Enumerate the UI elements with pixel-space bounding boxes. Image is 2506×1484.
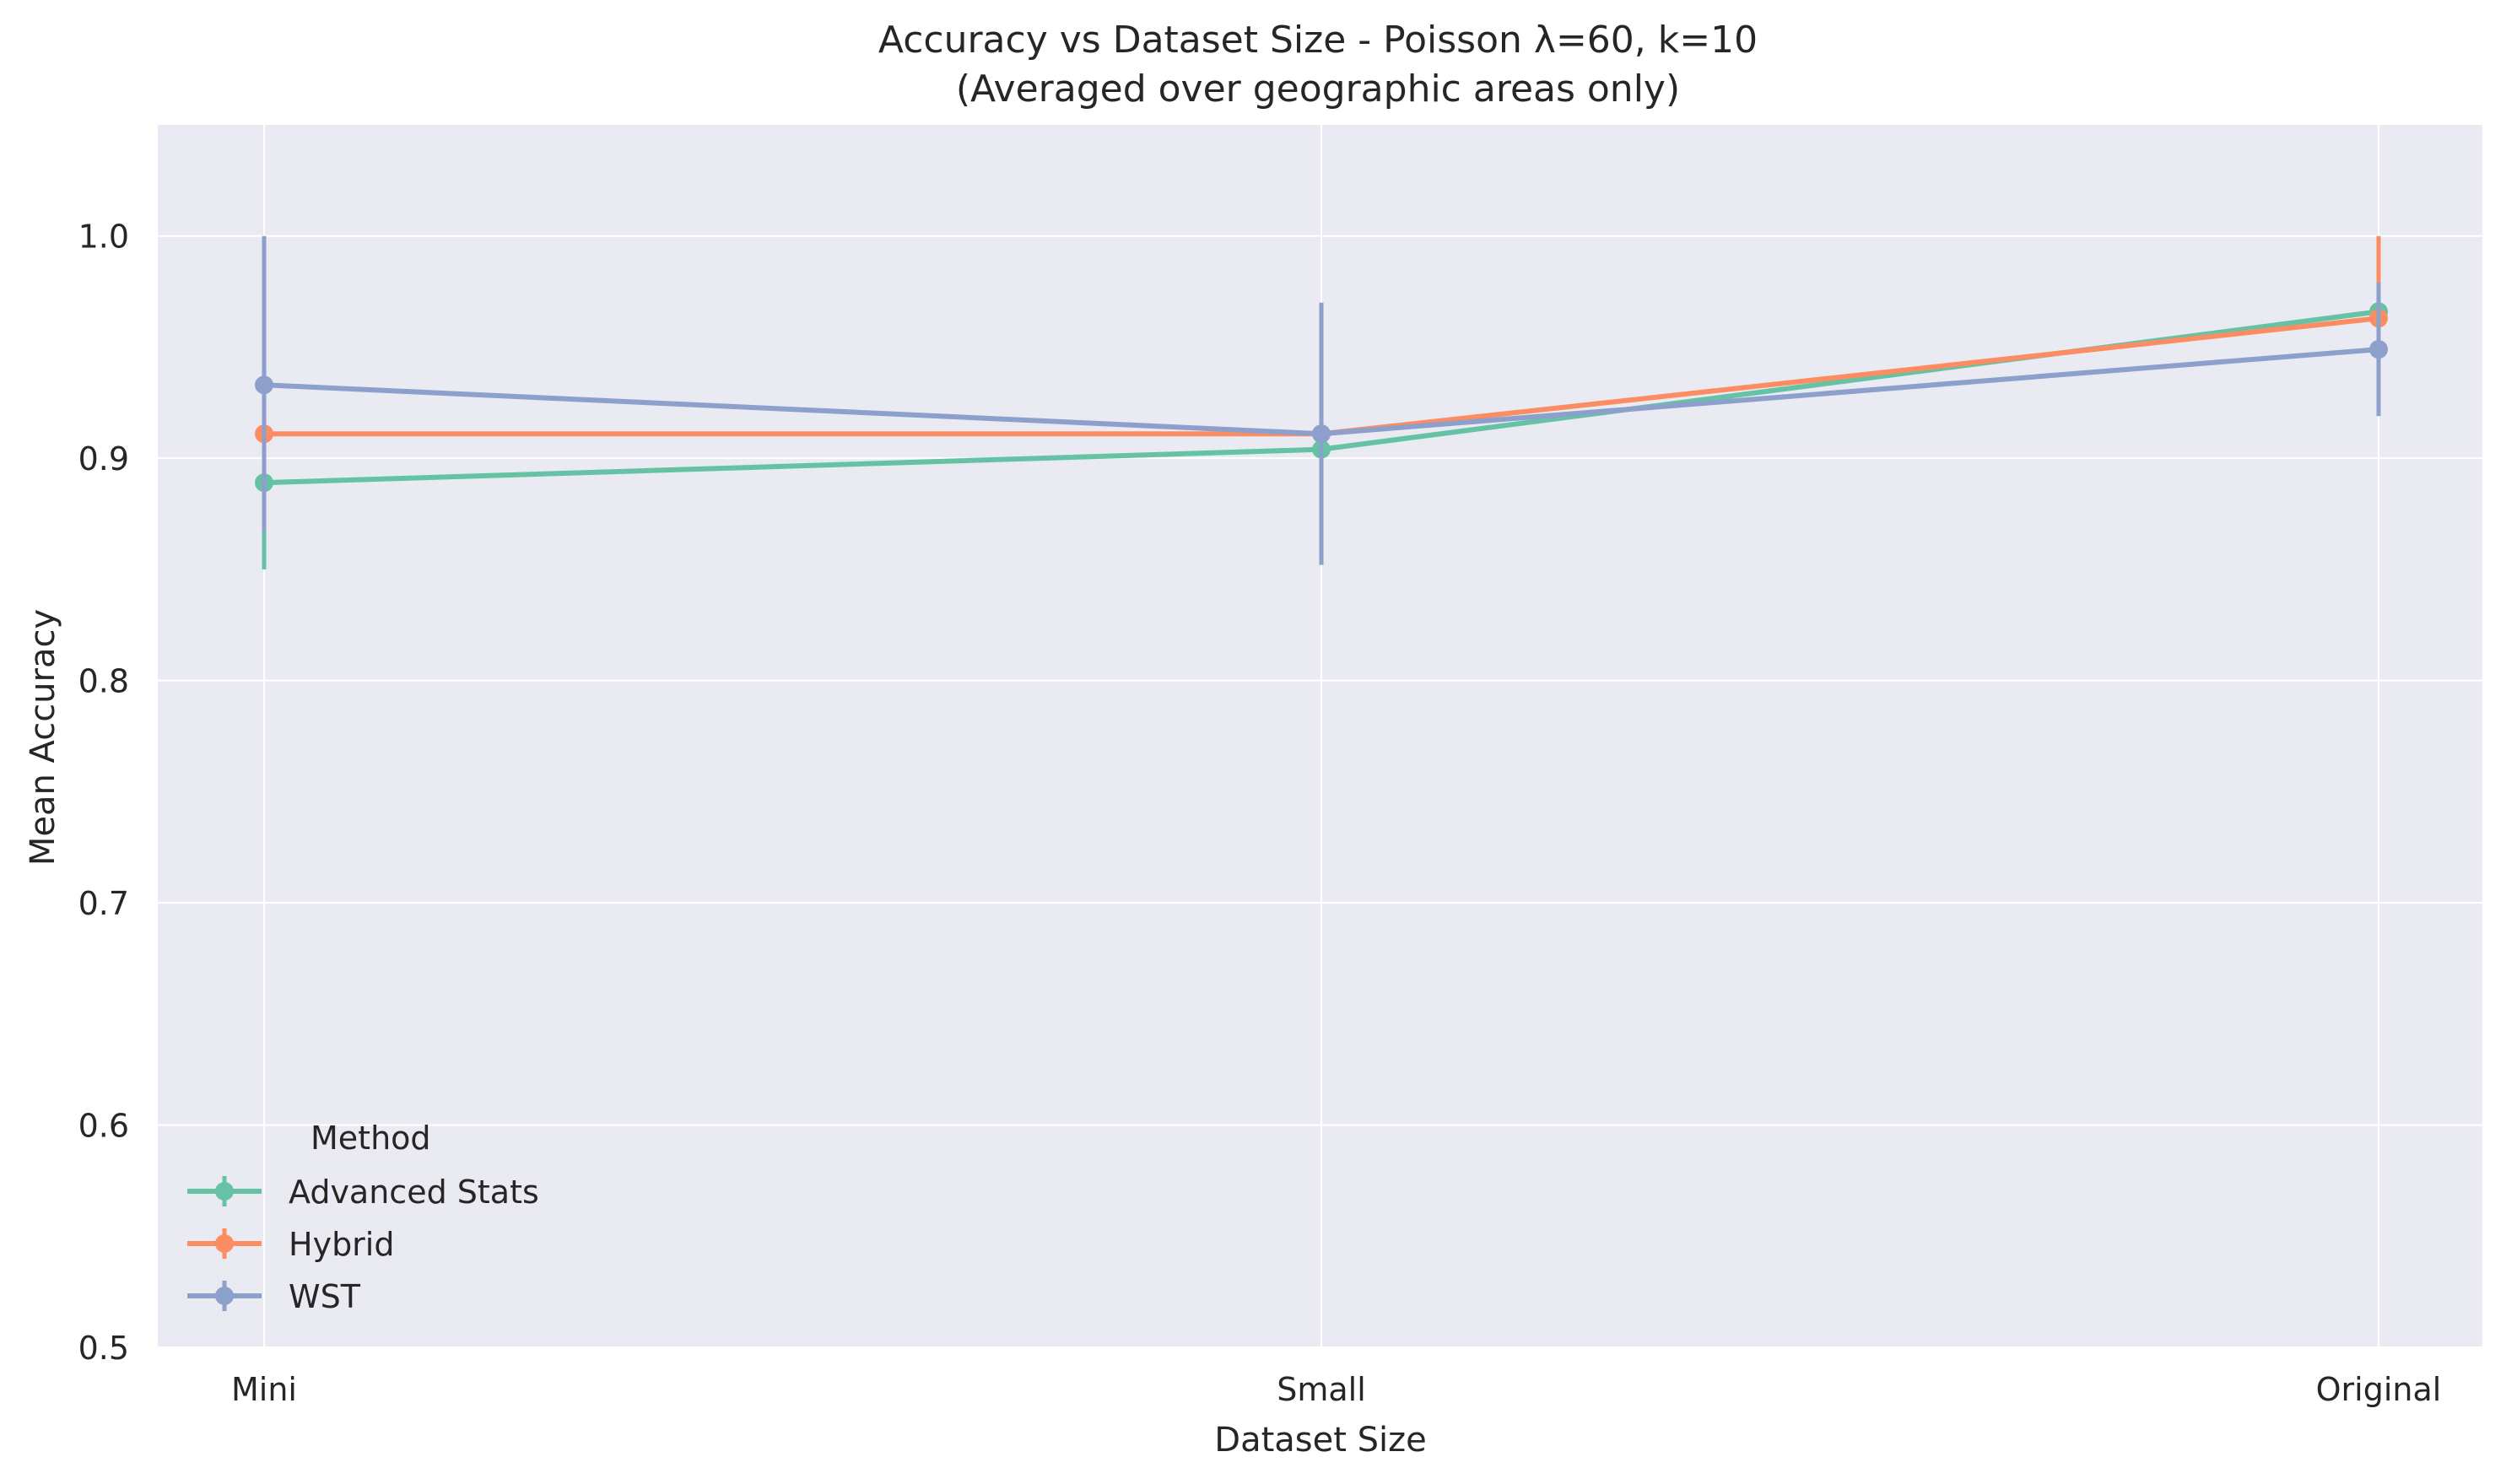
x-axis-label: Dataset Size	[1214, 1421, 1426, 1460]
x-tick-label: Mini	[231, 1371, 297, 1408]
y-axis-label: Mean Accuracy	[24, 609, 62, 866]
y-tick-label: 0.7	[78, 885, 129, 922]
y-tick-label: 0.5	[78, 1330, 129, 1367]
legend-entry: Advanced Stats	[187, 1174, 539, 1211]
data-point	[2369, 340, 2388, 359]
legend-label: Advanced Stats	[289, 1174, 539, 1211]
series-layer	[255, 235, 2388, 569]
chart-subtitle: (Averaged over geographic areas only)	[956, 67, 1680, 111]
data-point	[255, 375, 273, 395]
y-tick-label: 0.9	[78, 440, 129, 478]
y-tick-label: 0.8	[78, 663, 129, 700]
x-tick-label: Small	[1277, 1371, 1366, 1408]
legend: Method Advanced Stats Hybrid WST	[187, 1120, 539, 1315]
legend-title: Method	[311, 1120, 431, 1157]
legend-label: WST	[289, 1278, 361, 1315]
tick-labels: 0.5 0.6 0.7 0.8 0.9 1.0 Mini Small Original	[78, 219, 2442, 1408]
legend-swatch-marker	[215, 1182, 234, 1201]
data-point	[1312, 424, 1331, 444]
legend-label: Hybrid	[289, 1226, 395, 1263]
y-tick-label: 1.0	[78, 219, 129, 256]
series-wst	[255, 235, 2388, 565]
legend-swatch-marker	[215, 1287, 234, 1305]
x-tick-label: Original	[2316, 1371, 2442, 1408]
chart-title: Accuracy vs Dataset Size - Poisson λ=60,…	[878, 19, 1758, 62]
legend-swatch-marker	[215, 1234, 234, 1253]
legend-entry: WST	[187, 1278, 361, 1315]
legend-entry: Hybrid	[187, 1226, 395, 1263]
y-tick-label: 0.6	[78, 1108, 129, 1145]
